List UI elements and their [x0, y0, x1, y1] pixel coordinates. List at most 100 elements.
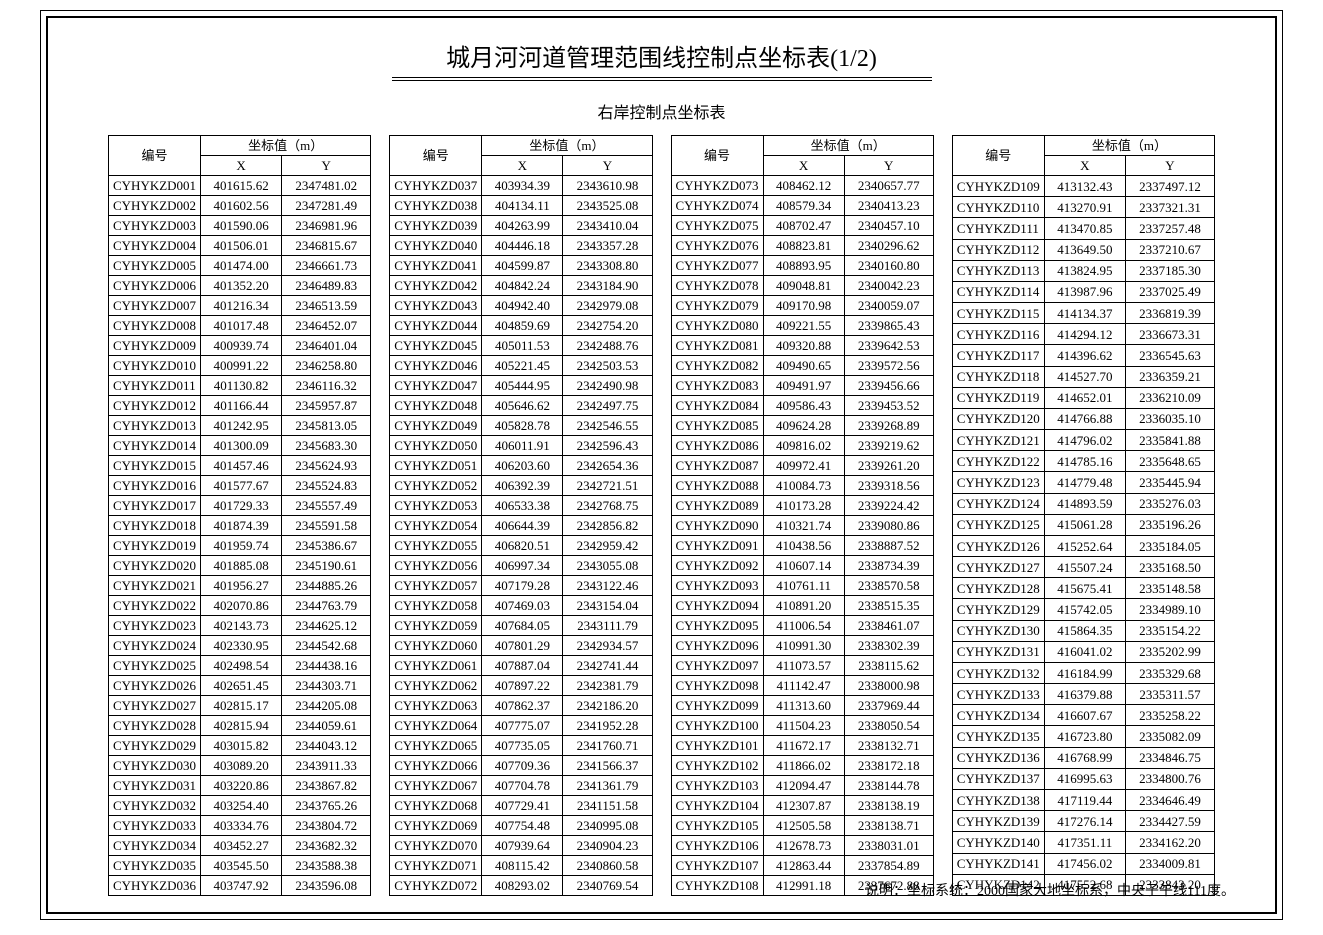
cell-id: CYHYKZD087	[671, 456, 763, 476]
cell-x: 408893.95	[763, 256, 844, 276]
cell-id: CYHYKZD070	[390, 836, 482, 856]
cell-y: 2343525.08	[563, 196, 652, 216]
cell-y: 2337969.44	[844, 696, 933, 716]
cell-y: 2342381.79	[563, 676, 652, 696]
table-row: CYHYKZD030403089.202343911.33	[109, 756, 371, 776]
cell-x: 404599.87	[482, 256, 563, 276]
table-row: CYHYKZD023402143.732344625.12	[109, 616, 371, 636]
cell-x: 413270.91	[1044, 197, 1125, 218]
cell-id: CYHYKZD005	[109, 256, 201, 276]
cell-x: 413132.43	[1044, 176, 1125, 197]
cell-y: 2335445.94	[1125, 472, 1214, 493]
table-row: CYHYKZD087409972.412339261.20	[671, 456, 933, 476]
cell-id: CYHYKZD054	[390, 516, 482, 536]
cell-x: 408115.42	[482, 856, 563, 876]
table-row: CYHYKZD137416995.632334800.76	[952, 768, 1214, 789]
table-row: CYHYKZD039404263.992343410.04	[390, 216, 652, 236]
cell-id: CYHYKZD041	[390, 256, 482, 276]
cell-y: 2345591.58	[282, 516, 371, 536]
table-row: CYHYKZD124414893.592335276.03	[952, 493, 1214, 514]
cell-y: 2346981.96	[282, 216, 371, 236]
cell-id: CYHYKZD025	[109, 656, 201, 676]
cell-y: 2338000.98	[844, 676, 933, 696]
outer-frame: 城月河河道管理范围线控制点坐标表(1/2) 右岸控制点坐标表 编号坐标值（m）X…	[40, 10, 1283, 920]
cell-y: 2340457.10	[844, 216, 933, 236]
table-row: CYHYKZD057407179.282343122.46	[390, 576, 652, 596]
cell-y: 2343596.08	[282, 876, 371, 896]
cell-y: 2334989.10	[1125, 599, 1214, 620]
table-row: CYHYKZD015401457.462345624.93	[109, 456, 371, 476]
cell-id: CYHYKZD011	[109, 376, 201, 396]
cell-y: 2334646.49	[1125, 789, 1214, 810]
cell-y: 2345813.05	[282, 416, 371, 436]
cell-id: CYHYKZD139	[952, 811, 1044, 832]
table-row: CYHYKZD010400991.222346258.80	[109, 356, 371, 376]
cell-x: 412094.47	[763, 776, 844, 796]
table-row: CYHYKZD058407469.032343154.04	[390, 596, 652, 616]
table-row: CYHYKZD139417276.142334427.59	[952, 811, 1214, 832]
table-row: CYHYKZD060407801.292342934.57	[390, 636, 652, 656]
table-row: CYHYKZD048405646.622342497.75	[390, 396, 652, 416]
table-row: CYHYKZD079409170.982340059.07	[671, 296, 933, 316]
cell-x: 406644.39	[482, 516, 563, 536]
table-row: CYHYKZD012401166.442345957.87	[109, 396, 371, 416]
cell-id: CYHYKZD021	[109, 576, 201, 596]
cell-id: CYHYKZD106	[671, 836, 763, 856]
table-row: CYHYKZD033403334.762343804.72	[109, 816, 371, 836]
cell-x: 402815.17	[201, 696, 282, 716]
cell-y: 2339865.43	[844, 316, 933, 336]
cell-x: 401602.56	[201, 196, 282, 216]
cell-x: 406997.34	[482, 556, 563, 576]
cell-id: CYHYKZD058	[390, 596, 482, 616]
cell-x: 411142.47	[763, 676, 844, 696]
cell-y: 2341952.28	[563, 716, 652, 736]
header-x: X	[482, 156, 563, 176]
table-row: CYHYKZD031403220.862343867.82	[109, 776, 371, 796]
cell-x: 409221.55	[763, 316, 844, 336]
cell-y: 2335329.68	[1125, 662, 1214, 683]
cell-id: CYHYKZD103	[671, 776, 763, 796]
cell-x: 412863.44	[763, 856, 844, 876]
title-underline-2	[392, 80, 932, 81]
cell-x: 403220.86	[201, 776, 282, 796]
cell-id: CYHYKZD075	[671, 216, 763, 236]
cell-id: CYHYKZD112	[952, 239, 1044, 260]
cell-id: CYHYKZD066	[390, 756, 482, 776]
cell-x: 411313.60	[763, 696, 844, 716]
cell-id: CYHYKZD128	[952, 578, 1044, 599]
cell-id: CYHYKZD015	[109, 456, 201, 476]
cell-y: 2337497.12	[1125, 176, 1214, 197]
cell-y: 2335184.05	[1125, 535, 1214, 556]
cell-id: CYHYKZD130	[952, 620, 1044, 641]
cell-x: 412678.73	[763, 836, 844, 856]
cell-y: 2343154.04	[563, 596, 652, 616]
cell-y: 2342186.20	[563, 696, 652, 716]
cell-x: 410891.20	[763, 596, 844, 616]
cell-y: 2338050.54	[844, 716, 933, 736]
cell-y: 2339453.52	[844, 396, 933, 416]
table-row: CYHYKZD072408293.022340769.54	[390, 876, 652, 896]
table-row: CYHYKZD044404859.692342754.20	[390, 316, 652, 336]
table-row: CYHYKZD008401017.482346452.07	[109, 316, 371, 336]
table-row: CYHYKZD098411142.472338000.98	[671, 676, 933, 696]
cell-id: CYHYKZD121	[952, 430, 1044, 451]
cell-id: CYHYKZD006	[109, 276, 201, 296]
cell-id: CYHYKZD046	[390, 356, 482, 376]
table-row: CYHYKZD070407939.642340904.23	[390, 836, 652, 856]
cell-id: CYHYKZD047	[390, 376, 482, 396]
cell-id: CYHYKZD009	[109, 336, 201, 356]
cell-id: CYHYKZD104	[671, 796, 763, 816]
cell-y: 2341566.37	[563, 756, 652, 776]
cell-id: CYHYKZD004	[109, 236, 201, 256]
cell-x: 416723.80	[1044, 726, 1125, 747]
table-row: CYHYKZD053406533.382342768.75	[390, 496, 652, 516]
cell-x: 411504.23	[763, 716, 844, 736]
table-row: CYHYKZD052406392.392342721.51	[390, 476, 652, 496]
table-row: CYHYKZD126415252.642335184.05	[952, 535, 1214, 556]
cell-x: 416379.88	[1044, 684, 1125, 705]
cell-id: CYHYKZD056	[390, 556, 482, 576]
cell-id: CYHYKZD035	[109, 856, 201, 876]
cell-x: 401216.34	[201, 296, 282, 316]
table-row: CYHYKZD027402815.172344205.08	[109, 696, 371, 716]
cell-y: 2346258.80	[282, 356, 371, 376]
